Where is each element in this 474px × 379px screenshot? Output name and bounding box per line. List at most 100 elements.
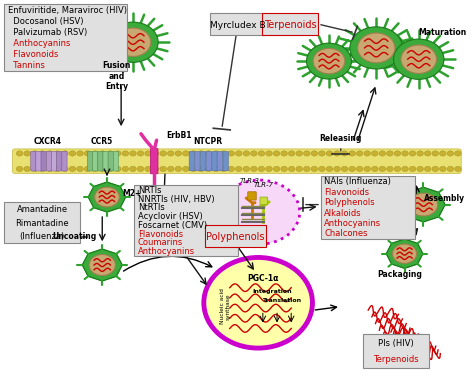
Text: Flavonoids: Flavonoids: [137, 230, 183, 239]
FancyBboxPatch shape: [210, 13, 266, 35]
Circle shape: [107, 151, 114, 156]
Text: Terpenoids: Terpenoids: [374, 355, 419, 364]
Circle shape: [439, 151, 446, 156]
Circle shape: [89, 255, 115, 276]
Circle shape: [417, 151, 423, 156]
Text: TLR-3: TLR-3: [240, 178, 260, 184]
Circle shape: [319, 151, 325, 156]
Circle shape: [147, 193, 161, 203]
Circle shape: [69, 151, 76, 156]
FancyBboxPatch shape: [87, 151, 92, 171]
FancyBboxPatch shape: [212, 152, 217, 171]
FancyBboxPatch shape: [189, 152, 194, 171]
Polygon shape: [386, 239, 423, 268]
Circle shape: [296, 151, 302, 156]
Text: NRTIs: NRTIs: [137, 186, 161, 195]
FancyBboxPatch shape: [260, 197, 268, 205]
Circle shape: [39, 151, 46, 156]
Polygon shape: [402, 187, 445, 222]
Circle shape: [122, 166, 129, 172]
Ellipse shape: [144, 189, 184, 205]
Circle shape: [205, 166, 212, 172]
Circle shape: [394, 151, 401, 156]
Circle shape: [273, 166, 280, 172]
Text: Anthocyanins: Anthocyanins: [137, 247, 195, 256]
FancyBboxPatch shape: [108, 151, 113, 171]
Ellipse shape: [204, 257, 312, 348]
FancyBboxPatch shape: [62, 151, 67, 171]
Circle shape: [303, 166, 310, 172]
Ellipse shape: [155, 223, 196, 239]
FancyBboxPatch shape: [206, 152, 211, 171]
Circle shape: [341, 151, 348, 156]
Circle shape: [387, 151, 393, 156]
FancyBboxPatch shape: [150, 149, 158, 174]
FancyBboxPatch shape: [218, 152, 223, 171]
FancyBboxPatch shape: [364, 334, 429, 368]
Circle shape: [219, 180, 300, 244]
Circle shape: [220, 151, 227, 156]
Circle shape: [447, 151, 454, 156]
FancyBboxPatch shape: [262, 13, 318, 35]
Circle shape: [137, 151, 144, 156]
Text: Polyphenols: Polyphenols: [324, 198, 375, 207]
Circle shape: [182, 151, 189, 156]
Circle shape: [393, 39, 444, 79]
Circle shape: [95, 187, 119, 207]
Circle shape: [364, 166, 371, 172]
Circle shape: [115, 151, 121, 156]
Circle shape: [402, 166, 408, 172]
Circle shape: [62, 166, 68, 172]
Circle shape: [281, 151, 287, 156]
Circle shape: [145, 151, 151, 156]
Circle shape: [175, 151, 182, 156]
Circle shape: [69, 166, 76, 172]
Text: Foscarnet (CMV): Foscarnet (CMV): [137, 221, 207, 230]
Circle shape: [167, 166, 174, 172]
Circle shape: [455, 166, 461, 172]
Circle shape: [349, 151, 356, 156]
Text: Anthocyanins: Anthocyanins: [324, 219, 382, 228]
Circle shape: [319, 166, 325, 172]
Circle shape: [152, 166, 159, 172]
Circle shape: [402, 151, 408, 156]
Circle shape: [77, 166, 83, 172]
Circle shape: [236, 166, 242, 172]
Circle shape: [24, 166, 30, 172]
FancyBboxPatch shape: [98, 151, 103, 171]
Text: PIs (HIV): PIs (HIV): [378, 339, 414, 348]
Text: Uncoating: Uncoating: [52, 232, 96, 241]
Circle shape: [54, 166, 61, 172]
Circle shape: [92, 166, 99, 172]
Circle shape: [213, 151, 219, 156]
Circle shape: [198, 151, 204, 156]
FancyBboxPatch shape: [31, 151, 36, 171]
Text: Myrcludex B: Myrcludex B: [210, 21, 266, 30]
Circle shape: [432, 166, 438, 172]
Text: Integration: Integration: [253, 289, 292, 294]
FancyBboxPatch shape: [52, 151, 57, 171]
Circle shape: [77, 151, 83, 156]
Text: Nucleic acid
synthase: Nucleic acid synthase: [219, 289, 230, 324]
FancyBboxPatch shape: [57, 151, 62, 171]
Text: (Influenza): (Influenza): [19, 232, 64, 241]
Circle shape: [137, 166, 144, 172]
Text: m-TOR: m-TOR: [163, 227, 188, 235]
Circle shape: [84, 151, 91, 156]
Circle shape: [100, 151, 106, 156]
Circle shape: [39, 166, 46, 172]
Circle shape: [341, 166, 348, 172]
Circle shape: [417, 166, 423, 172]
Text: Chalcones: Chalcones: [324, 229, 368, 238]
Circle shape: [334, 166, 340, 172]
Text: PI3K: PI3K: [155, 193, 172, 202]
FancyBboxPatch shape: [12, 149, 461, 174]
Text: NTCPR: NTCPR: [193, 137, 222, 146]
Text: Tannins: Tannins: [8, 61, 45, 70]
Text: Translation: Translation: [262, 298, 301, 304]
Circle shape: [243, 151, 250, 156]
FancyBboxPatch shape: [195, 152, 200, 171]
Circle shape: [432, 151, 438, 156]
Text: Flavonoids: Flavonoids: [324, 188, 369, 197]
Circle shape: [372, 151, 378, 156]
